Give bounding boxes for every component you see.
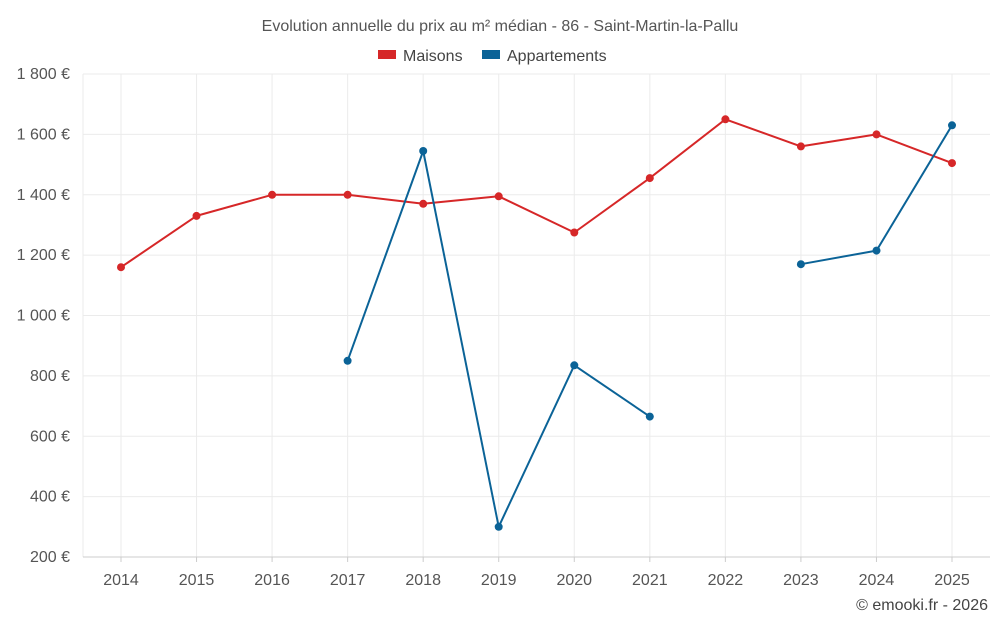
data-point-maisons[interactable] <box>872 130 881 139</box>
y-tick-label: 1 200 € <box>17 247 70 264</box>
data-point-maisons[interactable] <box>721 115 730 124</box>
x-tick-label: 2016 <box>254 572 290 589</box>
legend-swatch-maisons <box>378 50 396 59</box>
credit-label: © emooki.fr - 2026 <box>856 597 988 614</box>
data-point-maisons[interactable] <box>343 190 352 199</box>
data-point-appartements[interactable] <box>570 361 579 370</box>
data-point-maisons[interactable] <box>494 192 503 201</box>
data-point-appartements[interactable] <box>343 356 352 365</box>
data-point-maisons[interactable] <box>948 159 956 168</box>
y-tick-label: 400 € <box>30 489 70 506</box>
x-tick-label: 2014 <box>103 572 139 589</box>
data-point-appartements[interactable] <box>948 121 956 130</box>
x-tick-label: 2017 <box>330 572 366 589</box>
x-tick-label: 2022 <box>708 572 744 589</box>
legend-label-appartements: Appartements <box>507 48 607 65</box>
data-point-maisons[interactable] <box>268 190 277 199</box>
grid-layer <box>82 73 990 557</box>
chart-title: Evolution annuelle du prix au m² médian … <box>262 18 739 35</box>
data-point-appartements[interactable] <box>872 246 881 255</box>
data-point-maisons[interactable] <box>645 174 654 183</box>
series-layer <box>117 115 956 531</box>
legend-swatch-appartements <box>482 50 500 59</box>
y-tick-label: 200 € <box>30 549 70 566</box>
x-tick-label: 2015 <box>179 572 215 589</box>
legend-label-maisons: Maisons <box>403 48 463 65</box>
data-point-maisons[interactable] <box>192 211 201 220</box>
x-tick-label: 2025 <box>934 572 970 589</box>
x-tick-label: 2018 <box>405 572 441 589</box>
data-point-appartements[interactable] <box>796 260 805 269</box>
data-point-maisons[interactable] <box>419 199 428 208</box>
x-tick-label: 2021 <box>632 572 668 589</box>
x-tick-label: 2020 <box>556 572 592 589</box>
x-tick-label: 2019 <box>481 572 517 589</box>
y-tick-label: 1 000 € <box>17 308 70 325</box>
data-point-maisons[interactable] <box>796 142 805 151</box>
x-tick-label: 2023 <box>783 572 819 589</box>
data-point-appartements[interactable] <box>645 412 654 421</box>
y-tick-label: 600 € <box>30 428 70 445</box>
y-tick-label: 1 600 € <box>17 126 70 143</box>
series-line-maisons <box>120 118 953 269</box>
y-tick-label: 1 800 € <box>17 66 70 83</box>
data-point-maisons[interactable] <box>570 228 579 237</box>
axis-layer: 200 € 400 € 600 € 800 € 1 000 € 1 200 € 1 400 … <box>17 66 990 589</box>
legend: Maisons Appartements <box>378 48 607 65</box>
y-tick-label: 1 400 € <box>17 187 70 204</box>
y-tick-label: 800 € <box>30 368 70 385</box>
data-point-appartements[interactable] <box>419 147 428 155</box>
data-point-maisons[interactable] <box>117 263 125 272</box>
x-tick-label: 2024 <box>859 572 895 589</box>
data-point-appartements[interactable] <box>494 522 503 531</box>
